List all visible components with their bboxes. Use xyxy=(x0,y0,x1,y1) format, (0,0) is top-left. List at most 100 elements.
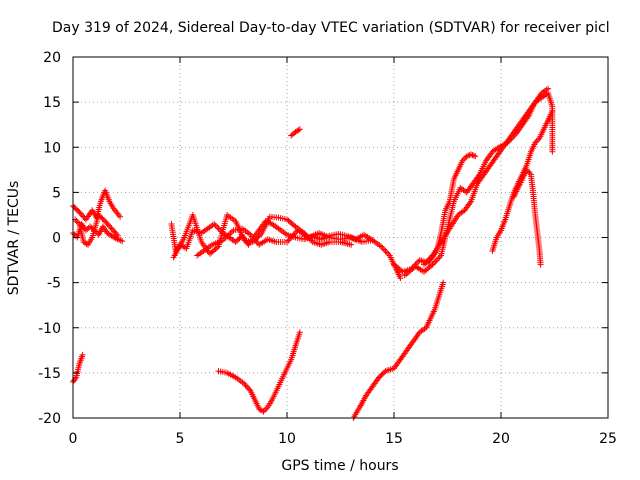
data-point xyxy=(472,153,479,160)
data-point xyxy=(378,371,385,378)
data-point xyxy=(100,216,107,223)
data-point xyxy=(241,380,248,387)
data-point xyxy=(109,226,116,233)
data-point xyxy=(117,213,124,220)
data-point xyxy=(214,244,221,251)
y-tick-label: -5 xyxy=(47,276,61,292)
y-tick-label: 15 xyxy=(43,95,61,111)
data-point xyxy=(71,204,78,211)
x-tick-label: 25 xyxy=(599,431,617,447)
data-point xyxy=(76,209,83,216)
x-tick-label: 15 xyxy=(385,431,403,447)
y-tick-label: 5 xyxy=(52,185,61,201)
x-tick-label: 10 xyxy=(278,431,296,447)
data-point xyxy=(102,218,109,225)
data-point xyxy=(103,219,110,226)
x-axis-title: GPS time / hours xyxy=(281,458,398,474)
data-point xyxy=(95,211,102,218)
data-point xyxy=(256,232,263,239)
series-arc-short-high xyxy=(288,126,303,139)
data-point xyxy=(465,152,472,159)
data-point xyxy=(111,228,118,235)
series-arc-late-b xyxy=(401,85,552,279)
series-arc-early-c xyxy=(72,211,121,248)
data-point xyxy=(289,233,296,240)
y-axis-title: SDTVAR / TECUs xyxy=(6,181,22,296)
data-point xyxy=(288,234,295,241)
data-point xyxy=(440,279,447,286)
y-tick-label: -10 xyxy=(38,321,61,337)
data-point xyxy=(242,382,249,389)
data-point xyxy=(235,236,242,243)
data-point xyxy=(369,237,376,244)
series-arc-early xyxy=(70,187,124,223)
series-arc-descend xyxy=(215,329,303,415)
data-point xyxy=(119,238,126,245)
data-point xyxy=(379,370,386,377)
series-arc-rise-long xyxy=(350,279,447,421)
data-point xyxy=(397,275,404,282)
data-point xyxy=(243,383,250,390)
data-point xyxy=(108,225,115,232)
data-point xyxy=(99,215,106,222)
data-point xyxy=(295,127,302,134)
data-point xyxy=(296,329,303,336)
data-point xyxy=(75,207,82,214)
data-point xyxy=(296,126,303,133)
data-point xyxy=(105,222,112,229)
y-tick-label: -15 xyxy=(38,366,61,382)
data-point xyxy=(377,373,384,380)
series-arc-mid-c xyxy=(194,225,376,259)
y-tick-label: -20 xyxy=(38,411,61,427)
data-point xyxy=(469,152,476,159)
data-point xyxy=(112,229,119,236)
data-point xyxy=(78,212,85,219)
chart-title: Day 319 of 2024, Sidereal Day-to-day VTE… xyxy=(52,20,610,36)
x-tick-label: 20 xyxy=(492,431,510,447)
data-point xyxy=(114,232,121,239)
series-arc-mid-b xyxy=(170,211,355,261)
data-point xyxy=(549,108,556,115)
data-point xyxy=(292,230,299,237)
data-point xyxy=(107,224,114,231)
data-point xyxy=(113,231,120,238)
data-point xyxy=(232,239,239,246)
data-point xyxy=(428,262,435,269)
data-point xyxy=(233,237,240,244)
data-point xyxy=(348,241,355,248)
data-point xyxy=(470,152,477,159)
data-point xyxy=(376,374,383,381)
data-point xyxy=(77,210,84,217)
x-tick-label: 5 xyxy=(176,431,185,447)
data-point xyxy=(468,151,475,158)
series-arc-late-e xyxy=(510,166,544,268)
data-point xyxy=(104,221,111,228)
data-point xyxy=(79,351,86,358)
data-point xyxy=(259,407,266,414)
y-tick-label: 10 xyxy=(43,140,61,156)
data-point xyxy=(255,233,262,240)
data-point xyxy=(291,222,298,229)
data-point xyxy=(72,205,79,212)
data-point xyxy=(463,153,470,160)
data-point xyxy=(537,261,544,268)
series-arc-late-c xyxy=(420,90,556,268)
data-point xyxy=(549,148,556,155)
y-tick-label: 20 xyxy=(43,50,61,66)
data-point xyxy=(245,385,252,392)
axis-ticks: 0 5 10 15 20 25 -20 -15 -10 -5 0 5 10 15 20 xyxy=(38,50,617,447)
data-point xyxy=(284,239,290,246)
data-point xyxy=(96,213,103,220)
x-tick-label: 0 xyxy=(69,431,78,447)
data-point xyxy=(98,214,105,221)
data-point xyxy=(111,234,118,241)
data-point xyxy=(285,237,292,244)
data-point xyxy=(73,206,80,213)
y-tick-label: 0 xyxy=(52,231,61,247)
series-arc-start-low xyxy=(70,351,86,385)
data-point xyxy=(286,236,293,243)
data-point xyxy=(290,231,297,238)
data-points xyxy=(70,85,556,421)
data-point xyxy=(246,386,253,393)
